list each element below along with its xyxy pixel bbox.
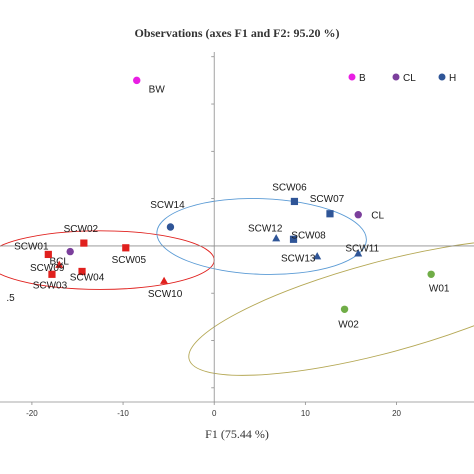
data-point: SCW05: [112, 244, 147, 266]
point-label: SCW12: [248, 223, 283, 234]
point-label: SCW07: [310, 194, 345, 205]
data-point: SCW08: [289, 230, 326, 243]
data-point: SCW07: [310, 194, 345, 218]
x-tick-label: 0: [212, 409, 217, 418]
point-label: SCW10: [148, 289, 183, 300]
point-label: SCW04: [70, 272, 105, 283]
point-label: BW: [149, 84, 166, 95]
point-marker: [354, 249, 363, 257]
point-marker: [55, 260, 64, 268]
x-tick-label: -20: [26, 409, 38, 418]
point-marker: [166, 223, 175, 231]
point-marker: [272, 234, 281, 242]
x-tick-label: -10: [117, 409, 129, 418]
confidence-ellipse: [156, 198, 367, 275]
point-label: SCW03: [33, 280, 68, 291]
data-point: SCW04: [70, 267, 105, 283]
x-axis-title: F1 (75.44 %): [205, 427, 269, 441]
data-point: SCW02: [64, 224, 99, 247]
legend: B CL H: [348, 73, 456, 84]
point-label: SCW05: [112, 255, 147, 266]
point-marker: [354, 211, 362, 219]
point-label: SCW09: [30, 263, 65, 274]
data-point: SCW12: [248, 223, 283, 242]
legend-item: CL: [392, 73, 416, 84]
legend-item: H: [438, 73, 456, 84]
point-marker: [340, 305, 349, 313]
legend-marker: [438, 73, 446, 81]
data-point: SCW01: [14, 241, 52, 259]
data-point: SCW06: [272, 182, 307, 206]
axes: -20 -10 0 10 20: [0, 52, 474, 418]
point-marker: [78, 267, 86, 276]
point-label: SCW06: [272, 182, 307, 193]
data-point: W01: [427, 270, 450, 294]
point-marker: [133, 76, 141, 85]
point-label: SCW13: [281, 253, 316, 264]
x-tick-label: 20: [392, 409, 401, 418]
point-marker: [326, 210, 334, 218]
legend-marker: [348, 73, 356, 81]
data-point: SCW11: [345, 243, 380, 257]
legend-label: H: [449, 73, 456, 84]
point-marker: [66, 247, 74, 256]
point-marker: [290, 197, 299, 206]
point-marker: [313, 252, 322, 260]
point-marker: [44, 250, 52, 259]
legend-item: B: [348, 73, 366, 84]
point-marker: [80, 239, 88, 247]
data-point: SCW14: [150, 200, 185, 231]
annotation-label: .5: [6, 293, 15, 304]
point-marker: [48, 270, 56, 278]
point-label: SCW01: [14, 241, 49, 252]
legend-label: B: [359, 73, 366, 84]
point-label: W01: [429, 283, 450, 294]
data-point: SCW10: [148, 276, 183, 300]
data-point: SCW13: [281, 252, 322, 264]
data-point: SCW09: [30, 260, 65, 274]
point-marker: [289, 235, 298, 243]
point-label: W02: [338, 319, 359, 330]
data-point: BW: [133, 76, 166, 95]
legend-marker: [392, 73, 400, 81]
point-label: CL: [371, 211, 384, 222]
point-label: SCW02: [64, 224, 99, 235]
point-marker: [122, 244, 130, 252]
data-point: CL: [354, 211, 384, 222]
x-tick-label: 10: [301, 409, 310, 418]
data-point: W02: [338, 305, 359, 330]
point-marker: [160, 276, 169, 284]
point-label: SCW11: [345, 243, 379, 254]
legend-label: CL: [403, 73, 416, 84]
confidence-ellipse: [188, 239, 474, 376]
point-label: SCW08: [291, 230, 326, 241]
data-point: SCW03: [33, 270, 68, 291]
chart-title: Observations (axes F1 and F2: 95.20 %): [135, 26, 340, 40]
point-label: SCW14: [150, 200, 185, 211]
point-marker: [427, 270, 435, 278]
